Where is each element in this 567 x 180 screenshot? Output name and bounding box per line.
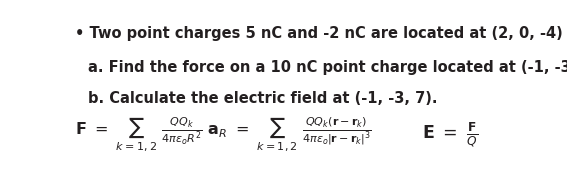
Text: b. Calculate the electric field at (-1, -3, 7).: b. Calculate the electric field at (-1, … [88, 91, 438, 106]
Text: $\mathbf{F}\ =\ \sum_{k=1,2}\ \frac{QQ_k}{4\pi\varepsilon_o R^2}\ \mathbf{a}_R\ : $\mathbf{F}\ =\ \sum_{k=1,2}\ \frac{QQ_k… [75, 116, 372, 154]
Text: • Two point charges 5 nC and -2 nC are located at (2, 0, -4) and (-3, 0, 5) resp: • Two point charges 5 nC and -2 nC are l… [75, 26, 567, 41]
Text: a. Find the force on a 10 nC point charge located at (-1, -3, 7),: a. Find the force on a 10 nC point charg… [88, 60, 567, 75]
Text: $\mathbf{E}\ =\ \frac{\mathbf{F}}{Q}$: $\mathbf{E}\ =\ \frac{\mathbf{F}}{Q}$ [422, 121, 479, 150]
